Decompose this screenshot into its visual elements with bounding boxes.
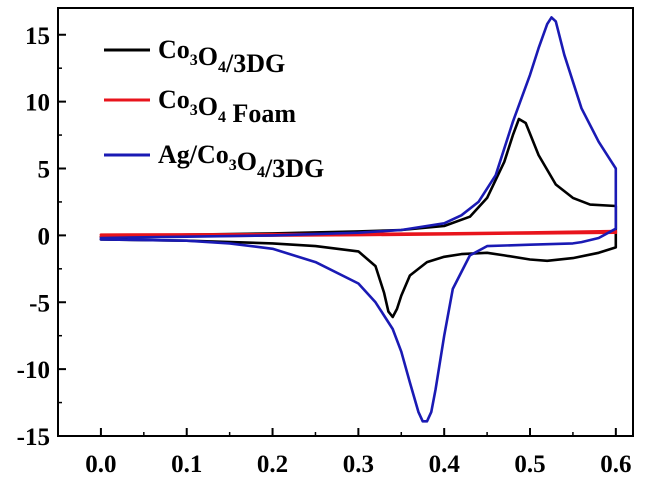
legend-label-2: Ag/Co3O4/3DG	[158, 140, 324, 183]
legend-label-1: Co3O4 Foam	[158, 85, 296, 128]
y-tick-label-0: 15	[25, 23, 50, 50]
y-tick-label-4: -5	[29, 290, 50, 317]
plot-frame	[57, 7, 634, 437]
y-tick-label-5: -10	[17, 357, 50, 384]
x-tick-label-2: 0.2	[257, 451, 288, 478]
series-line-0	[99, 117, 618, 319]
axes: 0.0 0.1 0.2 0.3 0.4 0.5 0.6 15 10 5 0 -5 -10 -15	[17, 23, 632, 478]
y-tick-label-1: 10	[25, 90, 50, 117]
y-tick-label-6: -15	[17, 424, 50, 451]
x-tick-label-6: 0.6	[600, 451, 631, 478]
y-tick-label-3: 0	[38, 223, 51, 250]
y-tick-label-2: 5	[38, 157, 51, 184]
series-group	[99, 16, 618, 423]
x-tick-label-1: 0.1	[171, 451, 202, 478]
legend: Co3O4/3DG Co3O4 Foam Ag/Co3O4/3DG	[104, 35, 324, 183]
legend-label-0: Co3O4/3DG	[158, 35, 285, 78]
x-tick-label-0: 0.0	[85, 451, 116, 478]
plot-area	[57, 7, 634, 437]
x-tick-label-5: 0.5	[514, 451, 545, 478]
x-tick-label-4: 0.4	[429, 451, 461, 478]
series-line-2	[99, 16, 618, 423]
x-tick-label-3: 0.3	[343, 451, 374, 478]
